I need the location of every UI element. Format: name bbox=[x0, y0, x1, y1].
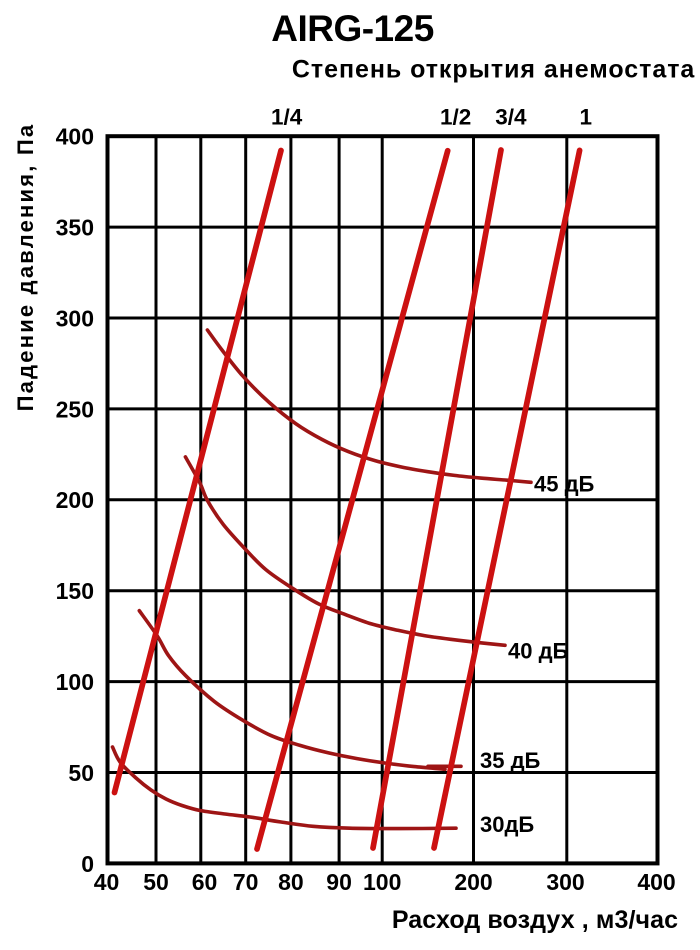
svg-text:90: 90 bbox=[326, 869, 352, 895]
svg-text:150: 150 bbox=[56, 578, 94, 604]
svg-text:80: 80 bbox=[278, 869, 304, 895]
svg-text:60: 60 bbox=[192, 869, 218, 895]
svg-text:100: 100 bbox=[56, 669, 94, 695]
svg-text:50: 50 bbox=[143, 869, 169, 895]
svg-text:Расход воздух , м3/час: Расход воздух , м3/час bbox=[392, 906, 678, 934]
svg-text:400: 400 bbox=[637, 869, 675, 895]
svg-text:Степень открытия анемостата: Степень открытия анемостата bbox=[292, 56, 695, 84]
svg-text:50: 50 bbox=[68, 760, 94, 786]
svg-text:35 дБ: 35 дБ bbox=[480, 748, 541, 773]
svg-text:Падение давления, Па: Падение давления, Па bbox=[13, 123, 38, 412]
svg-text:350: 350 bbox=[56, 215, 94, 241]
svg-text:AIRG-125: AIRG-125 bbox=[271, 8, 434, 49]
svg-text:0: 0 bbox=[81, 851, 94, 877]
svg-text:400: 400 bbox=[56, 124, 94, 150]
svg-text:200: 200 bbox=[56, 487, 94, 513]
svg-text:40: 40 bbox=[94, 869, 120, 895]
svg-text:1/4: 1/4 bbox=[271, 105, 303, 130]
svg-text:45 дБ: 45 дБ bbox=[534, 471, 595, 496]
svg-text:3/4: 3/4 bbox=[495, 105, 527, 130]
svg-text:70: 70 bbox=[233, 869, 259, 895]
svg-text:1: 1 bbox=[580, 105, 593, 130]
svg-text:300: 300 bbox=[546, 869, 584, 895]
svg-text:100: 100 bbox=[363, 869, 401, 895]
svg-text:300: 300 bbox=[56, 305, 94, 331]
svg-text:200: 200 bbox=[454, 869, 492, 895]
svg-text:1/2: 1/2 bbox=[440, 105, 471, 130]
svg-text:40 дБ: 40 дБ bbox=[508, 638, 569, 663]
svg-text:250: 250 bbox=[56, 396, 94, 422]
svg-text:30дБ: 30дБ bbox=[480, 812, 534, 837]
